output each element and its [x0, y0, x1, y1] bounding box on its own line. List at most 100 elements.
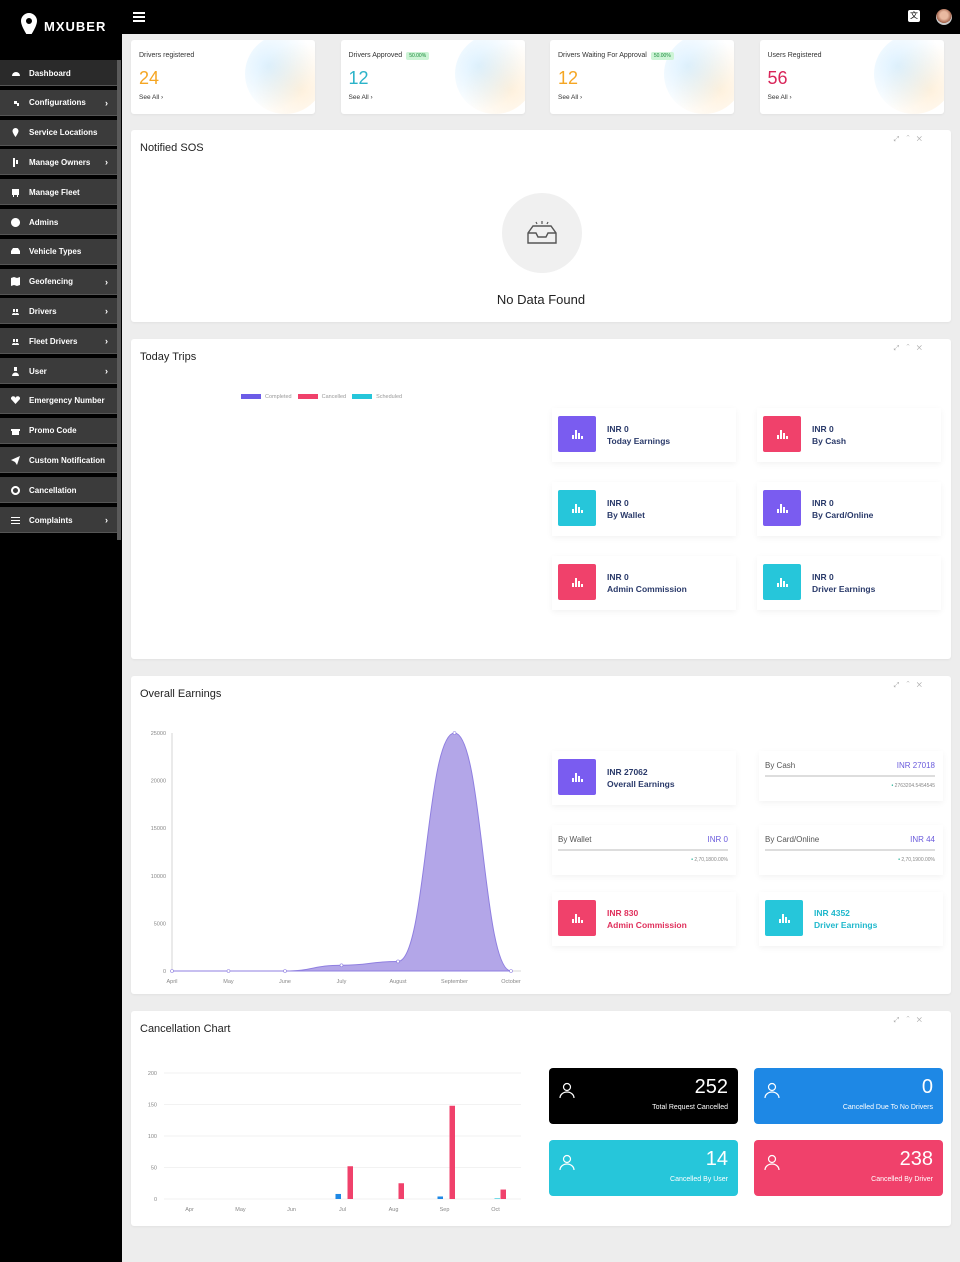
- chevron-right-icon: ›: [105, 515, 108, 525]
- admin-commission-tile[interactable]: INR 830 Admin Commission: [552, 892, 736, 946]
- sidebar-item-complaints[interactable]: Complaints ›: [0, 507, 118, 533]
- see-all-link[interactable]: See All ›: [139, 94, 164, 101]
- earnings-tile[interactable]: INR 0 Driver Earnings: [757, 556, 941, 610]
- stat-value: INR 0: [707, 835, 728, 844]
- tile-label: By Wallet: [607, 510, 645, 520]
- stat-label: Drivers registered: [139, 52, 195, 59]
- stat-label: Drivers Waiting For Approval 50.00%: [558, 52, 674, 60]
- bar: [449, 1105, 455, 1199]
- gift-icon: [10, 426, 20, 436]
- map-icon: [10, 277, 20, 287]
- earnings-tile[interactable]: INR 0 By Wallet: [552, 482, 736, 536]
- stat-value: 238: [899, 1148, 933, 1170]
- sidebar-item-dashboard[interactable]: Dashboard: [0, 60, 118, 86]
- tile-label: Driver Earnings: [812, 584, 876, 594]
- stat-value: 12: [348, 68, 369, 88]
- sidebar-item-service-locations[interactable]: Service Locations: [0, 119, 118, 146]
- by-card-stat: By Card/Online INR 44 • 2,70,1900.00%: [759, 825, 943, 875]
- stat-card: Drivers Approved 50.00% 12 See All ›: [340, 40, 525, 114]
- legend-item[interactable]: Scheduled: [352, 394, 402, 400]
- panel-controls[interactable]: ⤢⌃✕: [893, 1017, 929, 1024]
- x-tick-label: Jun: [287, 1207, 296, 1213]
- dashboard-icon: [10, 69, 20, 78]
- sidebar-item-label: Fleet Drivers: [29, 336, 78, 346]
- sidebar-item-custom-notification[interactable]: Custom Notification: [0, 447, 118, 474]
- sos-panel: Notified SOS ⤢⌃✕ No Data Found: [131, 130, 951, 322]
- bar: [398, 1183, 404, 1199]
- see-all-link[interactable]: See All ›: [348, 94, 373, 101]
- x-tick-label: Oct: [491, 1207, 500, 1213]
- stat-label: Users Registered: [767, 52, 822, 59]
- sidebar-scrollbar[interactable]: [117, 60, 121, 540]
- bar: [335, 1193, 341, 1199]
- sidebar-item-label: Promo Code: [29, 426, 77, 436]
- tile-amount: INR 0: [607, 424, 629, 434]
- sidebar-item-manage-fleet[interactable]: Manage Fleet: [0, 179, 118, 206]
- overall-total-tile[interactable]: INR 27062 Overall Earnings: [552, 751, 736, 805]
- cancellation-stat-box: 14 Cancelled By User: [549, 1140, 738, 1196]
- card-decoration: [873, 40, 944, 114]
- see-all-link[interactable]: See All ›: [767, 94, 792, 101]
- logo-pin-icon: [21, 13, 37, 38]
- bar: [500, 1189, 506, 1199]
- earnings-tile[interactable]: INR 0 Today Earnings: [552, 408, 736, 462]
- stat-value: INR 27018: [896, 761, 935, 770]
- sidebar-item-admins[interactable]: Admins: [0, 209, 118, 235]
- sidebar-item-user[interactable]: User ›: [0, 358, 118, 384]
- chevron-right-icon: ›: [105, 97, 108, 108]
- language-icon[interactable]: 文: [908, 10, 920, 22]
- earnings-tile[interactable]: INR 0 By Cash: [757, 408, 941, 462]
- data-point: [170, 969, 174, 973]
- sidebar-item-manage-owners[interactable]: Manage Owners ›: [0, 149, 118, 176]
- earnings-tile[interactable]: INR 0 Admin Commission: [552, 556, 736, 610]
- bar-chart-icon: [776, 429, 788, 439]
- logo[interactable]: MXUBER: [20, 12, 106, 40]
- x-tick-label: Sep: [440, 1207, 450, 1213]
- bar-chart-icon: [776, 577, 788, 587]
- ban-icon: [10, 485, 20, 495]
- panel-controls[interactable]: ⤢⌃✕: [893, 345, 929, 352]
- tile-amount: INR 27062: [607, 767, 648, 777]
- tile-amount: INR 0: [812, 498, 834, 508]
- tile-label: Admin Commission: [607, 584, 687, 594]
- card-decoration: [664, 40, 734, 114]
- data-point: [283, 969, 287, 973]
- x-tick-label: Apr: [185, 1207, 194, 1213]
- user-circle-icon: [10, 217, 20, 227]
- bar-chart-icon: [571, 913, 583, 923]
- menu-toggle-icon[interactable]: [133, 12, 145, 22]
- sidebar-item-label: Geofencing: [29, 277, 74, 287]
- sidebar-item-drivers[interactable]: Drivers ›: [0, 298, 118, 325]
- earnings-tile[interactable]: INR 0 By Card/Online: [757, 482, 941, 536]
- sidebar-item-label: Custom Notification: [29, 455, 105, 465]
- cogs-icon: [10, 98, 20, 107]
- by-wallet-stat: By Wallet INR 0 • 2,70,1800.00%: [552, 825, 736, 875]
- sidebar-item-vehicle-types[interactable]: Vehicle Types: [0, 238, 118, 265]
- tile-amount: INR 0: [607, 572, 629, 582]
- sidebar-item-cancellation[interactable]: Cancellation: [0, 477, 118, 504]
- driver-earnings-tile[interactable]: INR 4352 Driver Earnings: [759, 892, 943, 946]
- panel-controls[interactable]: ⤢⌃✕: [893, 682, 929, 689]
- sidebar-item-label: Vehicle Types: [29, 247, 82, 257]
- cancellation-title: Cancellation Chart: [140, 1023, 231, 1035]
- panel-controls[interactable]: ⤢⌃✕: [893, 136, 929, 143]
- sidebar-item-fleet-drivers[interactable]: Fleet Drivers ›: [0, 328, 118, 355]
- avatar[interactable]: [936, 9, 952, 25]
- stat-badge: 50.00%: [650, 52, 674, 60]
- stat-sub: 2,70,1900.00%: [901, 857, 935, 863]
- sidebar-item-label: Manage Fleet: [29, 187, 80, 197]
- sidebar-item-promo-code[interactable]: Promo Code: [0, 417, 118, 444]
- heartbeat-icon: [10, 396, 20, 405]
- sidebar-item-geofencing[interactable]: Geofencing ›: [0, 268, 118, 295]
- legend-item[interactable]: Completed: [241, 394, 292, 400]
- sidebar-item-configurations[interactable]: Configurations ›: [0, 89, 118, 116]
- tile-amount: INR 0: [812, 424, 834, 434]
- list-icon: [10, 516, 20, 525]
- see-all-link[interactable]: See All ›: [558, 94, 583, 101]
- stat-label: By Cash: [765, 761, 796, 770]
- y-tick-label: 15000: [151, 826, 166, 832]
- stat-value: 0: [921, 1076, 933, 1098]
- legend-item[interactable]: Cancelled: [297, 394, 346, 400]
- sidebar-item-emergency-number[interactable]: Emergency Number: [0, 387, 118, 414]
- x-tick-label: June: [279, 979, 291, 985]
